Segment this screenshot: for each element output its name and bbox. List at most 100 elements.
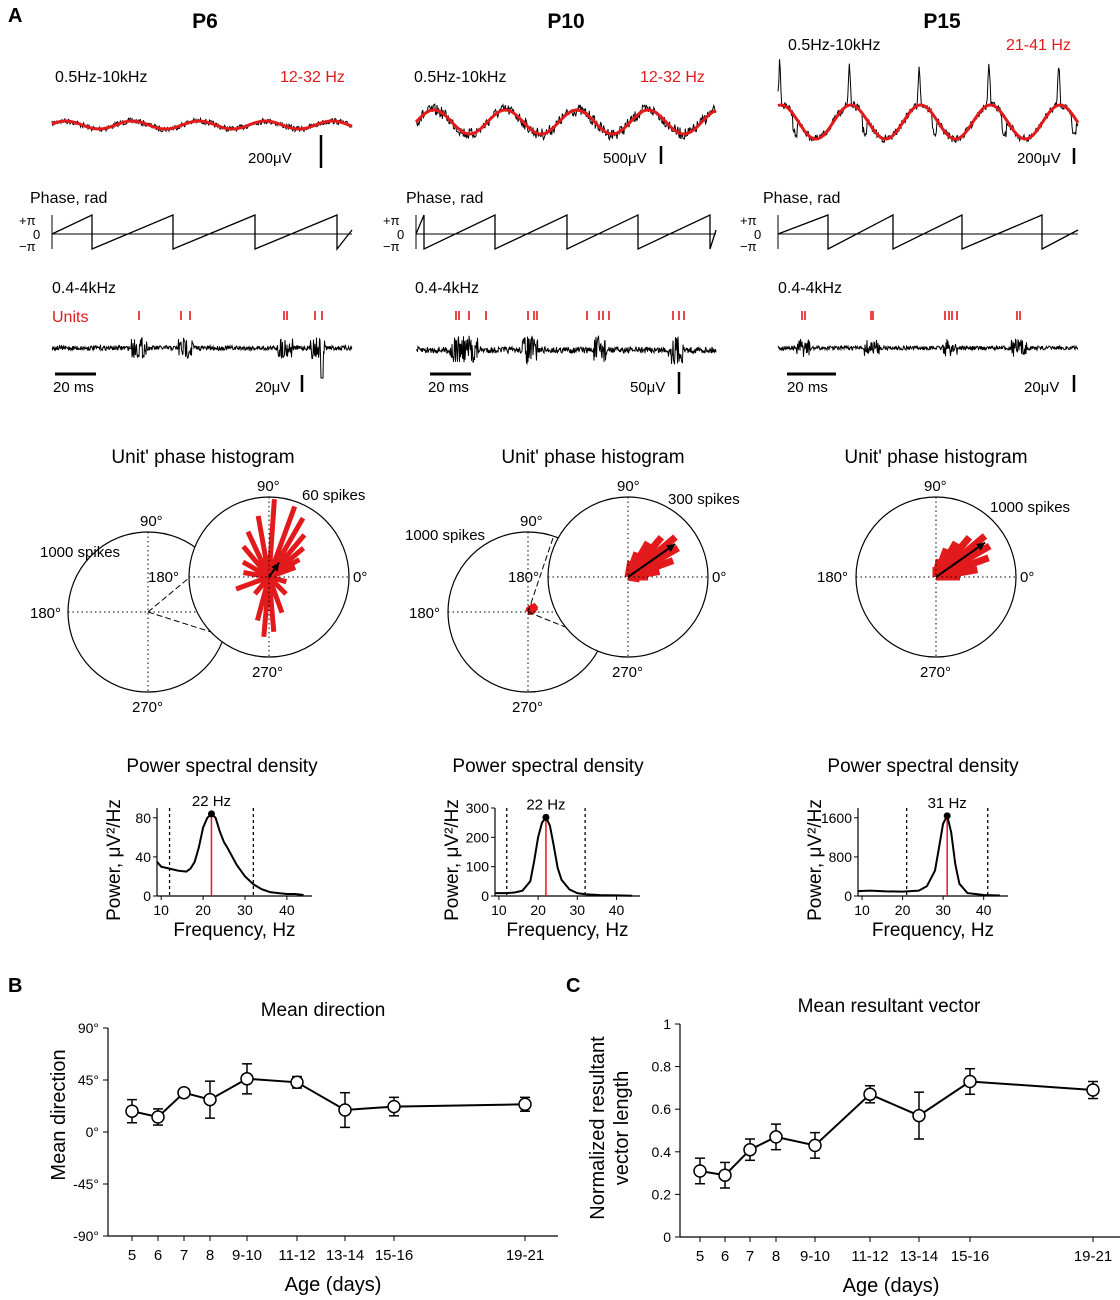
p15-lfp-red [777, 103, 1080, 141]
p15-phase-axis: +π 0 −π [740, 213, 1079, 254]
p10-polar-zoom: 90° 180° 0° 270° 300 spikes [508, 478, 740, 681]
p10-mua-scale: 50μV [630, 379, 665, 396]
p10-lfp-trace [414, 103, 717, 142]
psd-peak-label: 22 Hz [192, 793, 231, 810]
p15-90: 90° [924, 478, 947, 495]
p6-psd-chart: 80 40 010 20 30 40 22 Hz Frequency, Hz Power, μV… [104, 793, 312, 941]
chart-y-tick-label: 0 [663, 1229, 671, 1245]
p6-phase-saw [51, 213, 353, 251]
vector-arrowhead [666, 543, 676, 552]
psd-y-tick-label: 1600 [821, 810, 852, 826]
p6-zoom-270: 270° [252, 664, 283, 681]
p10-zoom-90: 90° [617, 478, 640, 495]
psd-peak-dot [943, 812, 951, 820]
chart-ylabel-line1: Normalized resultant [587, 1036, 609, 1220]
p6-big-spikes: 1000 spikes [40, 544, 120, 561]
chart-x-tick-label: 8 [772, 1248, 780, 1265]
polar-bar [235, 574, 270, 592]
p15-phase-tick-0: 0 [754, 227, 761, 242]
psd-x-tick-label: 30 [237, 902, 253, 918]
panel-label-a: A [8, 5, 22, 27]
psd-peak-dot [207, 810, 215, 818]
p10-phase-tick-mpi: −π [383, 239, 400, 254]
p15-spikes: 1000 spikes [990, 499, 1070, 516]
psd-x-tick-label: 40 [976, 902, 992, 918]
data-point [518, 1097, 532, 1112]
p15-lfp-black [777, 59, 1079, 144]
p10-lfp-black [415, 103, 717, 142]
p6-phase-label: Phase, rad [30, 190, 107, 207]
polar-bar [268, 565, 297, 580]
p10-lfp-red [414, 108, 717, 136]
mean-resultant-vector-chart: Mean resultant vector 0 0.2 0.4 0.6 0.8 1 5 6 7 8 9… [587, 996, 1120, 1297]
p6-zoom-180: 180° [148, 569, 179, 586]
chart-x-tick-label: 5 [696, 1248, 704, 1265]
psd-y-tick-label: 0 [143, 888, 151, 904]
chart-x-tick-label: 19-21 [506, 1247, 544, 1264]
chart-x-tick-label: 9-10 [232, 1247, 262, 1264]
p15-phase-saw [777, 213, 1079, 251]
p6-big-270: 270° [132, 699, 163, 716]
chart-x-tick-label: 8 [206, 1247, 214, 1264]
chart-y-tick-label: 0° [86, 1124, 99, 1140]
p15-phase-tick-pi: +π [740, 213, 757, 228]
p15-title: P15 [923, 10, 961, 33]
psd-x-tick-label: 40 [279, 902, 295, 918]
psd-y-tick-label: 300 [466, 800, 490, 816]
psd-y-tick-label: 200 [466, 829, 490, 845]
chart-y-tick-label: -45° [73, 1176, 99, 1192]
chart-line [131, 1077, 526, 1119]
p6-phase-axis: +π 0 −π [19, 213, 353, 254]
psd-x-tick-label: 30 [570, 902, 586, 918]
chart-x-tick-label: 13-14 [900, 1248, 938, 1265]
chart-ylabel-line2: vector length [611, 1071, 633, 1186]
psd-y-tick-label: 100 [466, 859, 490, 875]
p15-polar: 90° 180° 0° 270° 1000 spikes [817, 478, 1070, 681]
chart-y-tick-label: 45° [78, 1072, 99, 1088]
psd-x-tick-label: 10 [854, 902, 870, 918]
data-point [912, 1108, 926, 1123]
p6-big-180: 180° [30, 605, 61, 622]
panel-label-c: C [566, 975, 580, 997]
p10-mua-label: 0.4-4kHz [415, 280, 479, 297]
p15-unit-ticks [801, 311, 1021, 320]
p10-zoom-270: 270° [612, 664, 643, 681]
p15-mua-label: 0.4-4kHz [778, 280, 842, 297]
chart-line [699, 1080, 1094, 1177]
p6-band-label: 12-32 Hz [280, 69, 345, 86]
p6-big-90: 90° [140, 513, 163, 530]
p6-zoom-90: 90° [257, 478, 280, 495]
chart-x-tick-label: 15-16 [375, 1247, 413, 1264]
chart-title: Mean direction [261, 1000, 386, 1021]
psd-x-tick-label: 20 [530, 902, 546, 918]
chart-y-tick-label: 0.6 [652, 1101, 672, 1117]
p6-psd-title: Power spectral density [126, 756, 318, 777]
p15-mean-vector [935, 541, 986, 578]
chart-y-tick-label: 0.4 [652, 1144, 672, 1160]
p15-phase-label: Phase, rad [763, 190, 840, 207]
p6-zoom-spikes: 60 spikes [302, 487, 365, 504]
p6-mua-scale: 20μV [255, 379, 290, 396]
chart-ylabel: Mean direction [48, 1049, 70, 1180]
p6-unit-ticks [138, 311, 323, 320]
chart-x-tick-label: 7 [180, 1247, 188, 1264]
p10-phase-label: Phase, rad [406, 190, 483, 207]
p6-broadband-label: 0.5Hz-10kHz [55, 69, 147, 86]
p6-hist-title: Unit' phase histogram [111, 447, 294, 468]
data-point [203, 1092, 217, 1107]
p6-polar-big: 90° 180° 270° 1000 spikes [30, 513, 231, 716]
data-point [808, 1138, 822, 1153]
psd-x-tick-label: 10 [153, 902, 169, 918]
p10-hist-title: Unit' phase histogram [501, 447, 684, 468]
data-point [240, 1072, 254, 1086]
psd-xlabel: Frequency, Hz [173, 920, 295, 941]
psd-ylabel: Power, μV²/Hz [442, 799, 463, 921]
p10-zoom-bars [624, 534, 680, 583]
polar-bar [268, 574, 288, 585]
p10-big-90: 90° [520, 513, 543, 530]
chart-x-tick-label: 5 [128, 1247, 136, 1264]
p6-mua-label: 0.4-4kHz [52, 280, 116, 297]
p10-polar-big: 90° 180° 270° 1000 spikes [405, 513, 609, 716]
p15-hist-title: Unit' phase histogram [844, 447, 1027, 468]
